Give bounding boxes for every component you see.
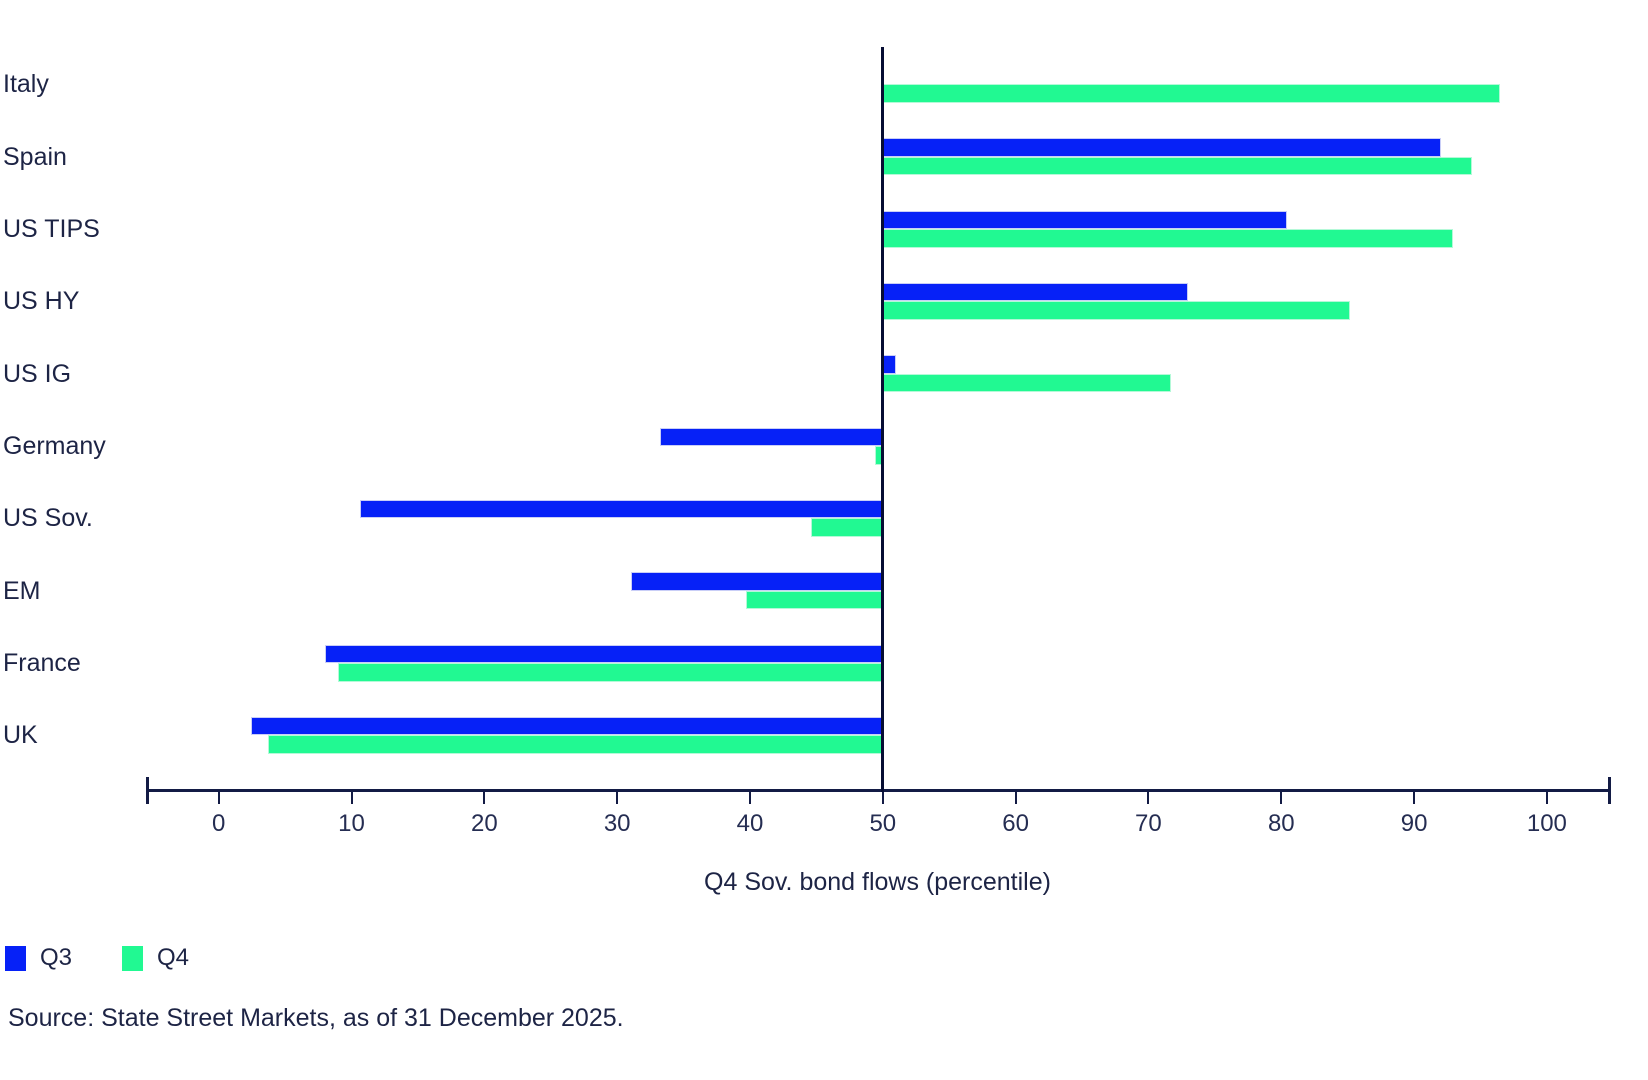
x-axis-line bbox=[146, 789, 1611, 792]
axis-tick-label: 30 bbox=[603, 810, 631, 837]
axis-tick bbox=[1545, 792, 1548, 804]
x-axis-title: Q4 Sov. bond flows (percentile) bbox=[704, 868, 1051, 896]
bar-q4 bbox=[746, 590, 883, 610]
category-label: Germany bbox=[3, 432, 106, 461]
bar-q3 bbox=[325, 644, 883, 664]
axis-end-cap bbox=[1608, 777, 1611, 804]
axis-tick bbox=[616, 792, 619, 804]
bar-q4 bbox=[882, 373, 1171, 393]
axis-tick-label: 60 bbox=[1002, 810, 1029, 837]
bar-q4 bbox=[811, 518, 883, 537]
bar-q4 bbox=[267, 735, 883, 754]
axis-tick bbox=[217, 792, 220, 804]
axis-tick bbox=[881, 792, 884, 804]
bar-q4 bbox=[338, 663, 883, 682]
axis-tick-label: 90 bbox=[1400, 810, 1428, 837]
axis-tick-label: 70 bbox=[1135, 810, 1162, 837]
bar-q4 bbox=[882, 84, 1501, 103]
axis-tick-label: 50 bbox=[869, 810, 897, 837]
median-line bbox=[881, 47, 885, 792]
bar-q3 bbox=[250, 716, 883, 736]
bar-q3 bbox=[882, 282, 1189, 302]
bar-q3 bbox=[882, 138, 1441, 157]
bar-q4 bbox=[882, 229, 1453, 248]
axis-tick bbox=[350, 792, 353, 804]
bar-q3 bbox=[630, 572, 883, 591]
category-label: US Sov. bbox=[3, 504, 93, 533]
axis-tick bbox=[1014, 792, 1017, 804]
legend-label-q3: Q3 bbox=[40, 944, 73, 971]
axis-tick bbox=[749, 792, 751, 804]
axis-tick bbox=[483, 792, 486, 804]
bar-q3 bbox=[882, 355, 897, 374]
category-label: EM bbox=[3, 576, 41, 605]
bar-q3 bbox=[659, 427, 883, 447]
legend-swatch-q4 bbox=[122, 945, 144, 971]
legend: Q3 Q4 bbox=[5, 944, 189, 972]
bar-q4 bbox=[882, 156, 1473, 176]
category-label: Italy bbox=[3, 70, 49, 99]
axis-end-cap bbox=[146, 777, 149, 804]
axis-tick-label: 100 bbox=[1526, 810, 1567, 837]
legend-label-q4: Q4 bbox=[157, 944, 190, 971]
bar-q3 bbox=[359, 499, 883, 519]
axis-tick-label: 10 bbox=[338, 810, 365, 837]
axis-tick-label: 0 bbox=[212, 810, 226, 837]
category-label: US IG bbox=[3, 359, 72, 388]
legend-item-q4: Q4 bbox=[122, 944, 189, 972]
legend-item-q3: Q3 bbox=[5, 944, 72, 972]
category-label: France bbox=[3, 649, 81, 678]
axis-tick bbox=[1413, 792, 1416, 804]
axis-tick-label: 20 bbox=[471, 810, 498, 837]
category-label: US HY bbox=[3, 287, 80, 316]
legend-swatch-q3 bbox=[5, 945, 26, 971]
axis-tick bbox=[1147, 792, 1150, 804]
axis-tick bbox=[1280, 792, 1283, 804]
category-label: US TIPS bbox=[3, 215, 100, 243]
axis-tick-label: 40 bbox=[736, 810, 764, 837]
axis-tick-label: 80 bbox=[1267, 810, 1295, 837]
category-label: Spain bbox=[3, 142, 67, 171]
category-label: UK bbox=[3, 721, 38, 750]
source-text: Source: State Street Markets, as of 31 D… bbox=[8, 1004, 624, 1032]
bar-q4 bbox=[882, 301, 1351, 320]
bar-q3 bbox=[882, 210, 1287, 229]
